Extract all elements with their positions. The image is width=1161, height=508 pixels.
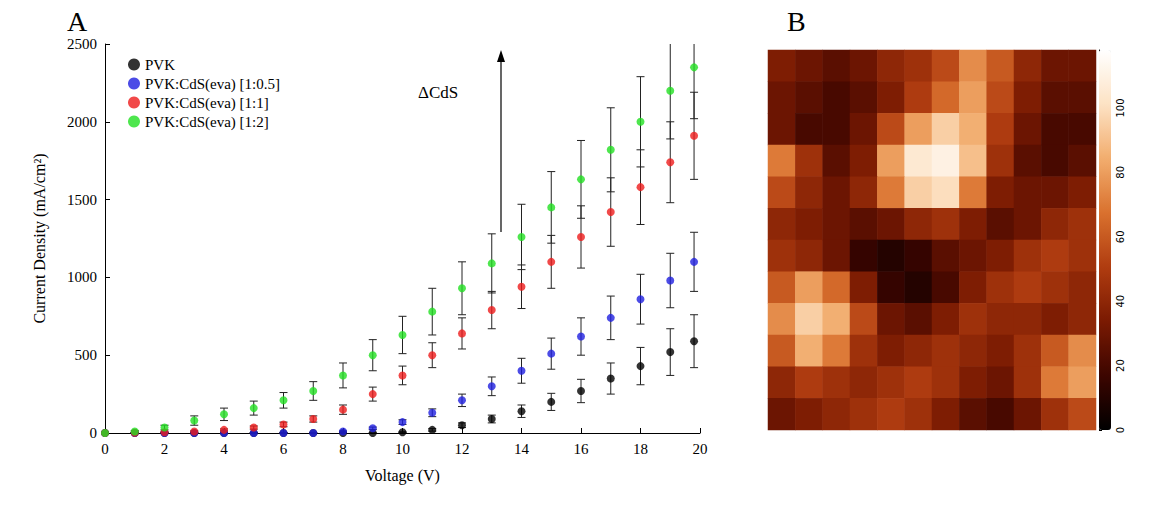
svg-text:2000: 2000 <box>67 114 97 130</box>
svg-text:6: 6 <box>280 441 288 457</box>
svg-text:0: 0 <box>90 425 98 441</box>
svg-text:0: 0 <box>1115 427 1126 433</box>
svg-text:B: B <box>787 6 806 37</box>
svg-text:1500: 1500 <box>67 192 97 208</box>
svg-text:2500: 2500 <box>67 36 97 52</box>
svg-text:PVK:CdS(eva) [1:0.5]: PVK:CdS(eva) [1:0.5] <box>145 76 280 93</box>
svg-text:80: 80 <box>1115 166 1126 179</box>
svg-text:A: A <box>67 6 88 37</box>
svg-text:2: 2 <box>161 441 169 457</box>
svg-text:PVK:CdS(eva) [1:1]: PVK:CdS(eva) [1:1] <box>145 95 269 112</box>
svg-text:1000: 1000 <box>67 269 97 285</box>
svg-text:PVK: PVK <box>145 57 175 73</box>
svg-text:60: 60 <box>1115 230 1126 243</box>
svg-text:100: 100 <box>1115 98 1126 117</box>
svg-text:16: 16 <box>574 441 590 457</box>
svg-text:4: 4 <box>220 441 228 457</box>
svg-text:40: 40 <box>1115 295 1126 308</box>
svg-text:12: 12 <box>455 441 470 457</box>
svg-text:20: 20 <box>693 441 708 457</box>
svg-text:Voltage (V): Voltage (V) <box>365 467 440 485</box>
svg-text:8: 8 <box>339 441 347 457</box>
svg-text:500: 500 <box>75 347 98 363</box>
svg-text:ΔCdS: ΔCdS <box>418 83 458 102</box>
svg-text:18: 18 <box>633 441 648 457</box>
svg-text:PVK:CdS(eva) [1:2]: PVK:CdS(eva) [1:2] <box>145 114 269 131</box>
svg-text:10: 10 <box>395 441 410 457</box>
svg-text:20: 20 <box>1115 359 1126 372</box>
svg-text:14: 14 <box>514 441 530 457</box>
svg-text:Current Density (mA/cm²): Current Density (mA/cm²) <box>31 153 49 323</box>
svg-text:0: 0 <box>101 441 109 457</box>
